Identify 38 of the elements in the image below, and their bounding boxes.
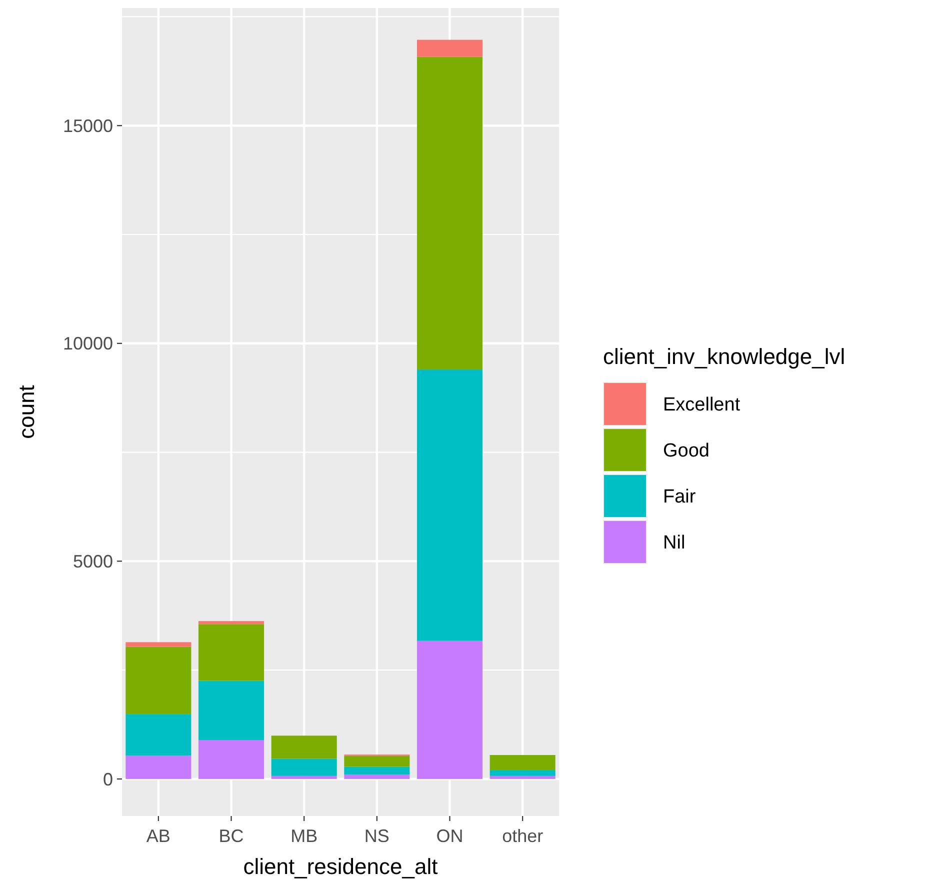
bar (198, 621, 264, 624)
x-axis-title: client_residence_alt (243, 854, 438, 879)
legend-label: Good (663, 440, 710, 462)
x-tick-label: ON (436, 826, 464, 846)
bar (271, 736, 337, 759)
x-tick-label: other (502, 826, 544, 846)
bar (198, 740, 264, 779)
bar (344, 774, 410, 779)
bar (126, 642, 192, 647)
bar (344, 766, 410, 775)
bar (344, 756, 410, 767)
bar (416, 40, 483, 57)
y-tick-label: 15000 (62, 116, 113, 136)
bar (416, 640, 483, 779)
bar (416, 56, 483, 370)
bar (490, 770, 556, 776)
legend-label: Fair (663, 486, 696, 508)
x-tick-label: AB (146, 826, 170, 846)
x-tick-label: NS (364, 826, 390, 846)
bar (126, 646, 192, 714)
y-axis-title: count (14, 385, 39, 439)
y-tick-label: 10000 (62, 334, 113, 354)
bar (490, 776, 556, 779)
bar (126, 714, 192, 756)
legend-label: Nil (663, 532, 686, 554)
y-tick-label: 0 (102, 769, 113, 790)
bar (271, 758, 337, 776)
x-tick-label: MB (290, 826, 318, 846)
legend-label: Excellent (663, 394, 741, 416)
bar (271, 776, 337, 779)
y-tick-label: 5000 (72, 551, 113, 572)
x-tick-label: BC (218, 826, 244, 846)
bar (490, 755, 556, 770)
bar (416, 370, 483, 641)
bar (198, 680, 264, 740)
bar (198, 624, 264, 681)
bar (126, 756, 192, 779)
legend-title: client_inv_knowledge_lvl (603, 344, 846, 369)
